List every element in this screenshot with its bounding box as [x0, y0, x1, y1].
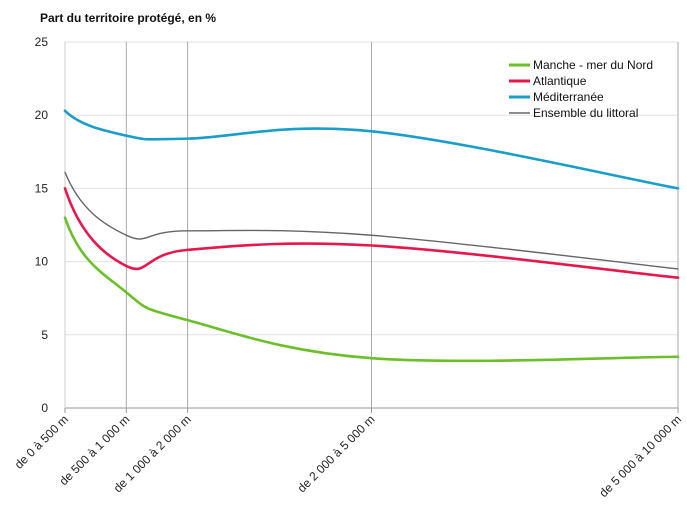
legend-label-atlantique: Atlantique [533, 74, 587, 88]
x-axis-ticks: de 0 à 500 mde 500 à 1 000 mde 1 000 à 2… [12, 408, 684, 500]
legend-label-manche: Manche - mer du Nord [533, 58, 653, 72]
y-axis-title: Part du territoire protégé, en % [40, 11, 216, 25]
y-tick-label: 15 [35, 181, 49, 195]
series-line-mediterranee [63, 109, 680, 190]
y-tick-label: 0 [41, 401, 48, 415]
x-tick-label: de 0 à 500 m [12, 412, 71, 471]
x-tick-label: de 5 000 à 10 000 m [596, 412, 684, 500]
y-tick-label: 10 [35, 255, 49, 269]
grid [64, 41, 679, 409]
y-tick-label: 25 [35, 35, 49, 49]
legend: Manche - mer du Nord Atlantique Méditerr… [509, 58, 653, 120]
series-line-ensemble-du-littoral [64, 171, 679, 270]
y-tick-label: 20 [35, 108, 49, 122]
x-tick-label: de 2 000 à 5 000 m [295, 412, 378, 495]
legend-label-ensemble: Ensemble du littoral [533, 106, 638, 120]
series-lines [63, 109, 680, 363]
y-axis-ticks: 0 5 10 15 20 25 [35, 35, 49, 415]
series-line-manche-mer-du-nord [63, 216, 680, 363]
y-tick-label: 5 [41, 328, 48, 342]
series-line-atlantique [63, 187, 680, 280]
legend-label-mediterranee: Méditerranée [533, 90, 604, 104]
